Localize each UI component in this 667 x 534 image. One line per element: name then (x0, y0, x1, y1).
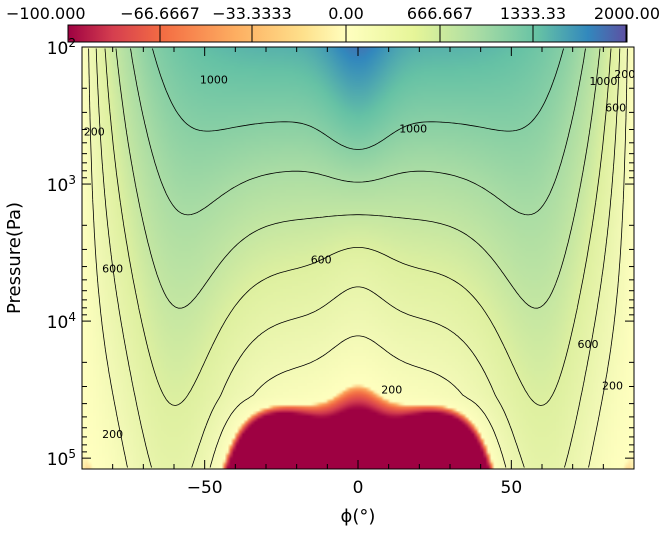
colorbar-label: 1333.33 (500, 4, 566, 23)
contour-label: 600 (605, 101, 626, 114)
contour-line-600 (104, 48, 612, 406)
contour-label: 1000 (200, 73, 228, 86)
y-tick-label: 103 (47, 173, 76, 196)
y-tick-label: 104 (47, 310, 76, 333)
contour-label: 200 (102, 428, 123, 441)
contour-labels: 1000 1000 1000 600 200 200 600 600 600 200 200 200 (84, 68, 636, 441)
colorbar-label: −66.6667 (120, 4, 200, 23)
x-axis-label: ϕ(°) (341, 506, 376, 527)
x-axis: −50 0 50 (112, 47, 604, 498)
x-tick-label: −50 (187, 478, 223, 498)
colorbar-label: −33.3333 (212, 4, 292, 23)
contour-label: 200 (614, 68, 635, 81)
contour-label: 200 (602, 379, 623, 392)
contour-label: 600 (578, 338, 599, 351)
colorbar-label: 0.00 (328, 4, 364, 23)
colorbar-fill (67, 24, 628, 43)
y-tick-label: 105 (47, 447, 76, 470)
y-axis: 102 103 104 105 (47, 36, 634, 470)
contour-line-1000 (130, 48, 586, 216)
contour-lines (88, 48, 628, 468)
contour-line-200 (88, 48, 628, 468)
x-tick-label: 0 (353, 478, 364, 498)
contour-label: 200 (84, 125, 105, 138)
y-tick-label: 102 (47, 36, 76, 59)
contour-line-1200 (152, 48, 564, 150)
contour-label: 1000 (399, 123, 427, 136)
contour-label: 600 (311, 253, 332, 266)
contour-line-400 (95, 48, 621, 468)
colorbar-labels: −100.000 −66.6667 −33.3333 0.00 666.667 1333.… (6, 4, 660, 23)
colorbar: −100.000 −66.6667 −33.3333 0.00 666.667 1333.… (6, 4, 660, 43)
y-axis-label: Pressure(Pa) (4, 202, 25, 314)
contour-label: 600 (102, 262, 123, 275)
colorbar-label: −100.000 (6, 4, 86, 23)
colorbar-ticks (67, 25, 627, 42)
colorbar-label: 2000.00 (594, 4, 660, 23)
colorbar-label: 666.667 (407, 4, 473, 23)
heatmap-field (82, 47, 634, 469)
contour-line-800 (115, 48, 601, 309)
contour-label: 1000 (589, 75, 617, 88)
contour-label: 200 (381, 383, 402, 396)
x-tick-label: 50 (501, 478, 523, 498)
